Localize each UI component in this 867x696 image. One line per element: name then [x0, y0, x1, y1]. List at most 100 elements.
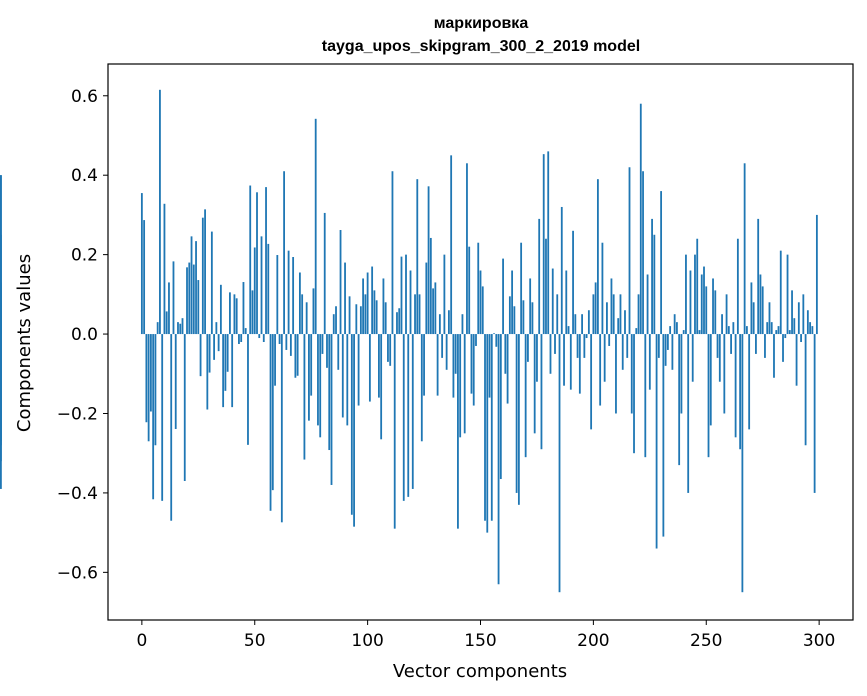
bar	[748, 334, 751, 430]
bar	[143, 220, 146, 335]
bar	[217, 334, 220, 352]
bar	[734, 334, 737, 438]
bar	[635, 328, 638, 335]
bar	[716, 334, 719, 358]
y-tick-label: 0.4	[71, 166, 98, 186]
bar	[432, 288, 434, 335]
bar	[741, 334, 744, 593]
bar	[802, 294, 805, 335]
bar	[190, 236, 193, 335]
bar	[581, 314, 583, 335]
bar	[411, 334, 414, 489]
bar	[531, 302, 534, 335]
bar	[560, 206, 563, 335]
bar	[707, 334, 710, 458]
bar	[238, 334, 240, 344]
x-tick-label: 150	[464, 631, 496, 651]
bar	[159, 89, 161, 335]
bar	[497, 334, 500, 585]
bar	[420, 334, 423, 442]
chart-subtitle: tayga_upos_skipgram_300_2_2019 model	[322, 38, 640, 55]
bar	[764, 334, 766, 358]
bar	[725, 294, 728, 335]
bar	[359, 306, 362, 335]
bar	[549, 334, 552, 374]
bars-group	[0, 89, 818, 593]
bar	[213, 334, 216, 360]
bar	[572, 230, 574, 335]
bar	[274, 334, 276, 386]
bar	[364, 294, 367, 335]
bar	[484, 334, 486, 521]
bar	[755, 334, 757, 354]
bar	[186, 267, 188, 335]
bar	[463, 334, 466, 434]
bar	[784, 334, 787, 339]
x-axis: 0 50 100 150 200 250 300	[136, 620, 835, 651]
bar	[703, 266, 705, 335]
bar	[578, 334, 581, 394]
bar	[750, 282, 753, 335]
bar	[603, 334, 606, 382]
bar	[396, 312, 398, 335]
bar	[797, 302, 800, 335]
bar	[565, 270, 568, 335]
bar	[298, 272, 301, 335]
bar	[664, 334, 667, 366]
bar	[163, 203, 166, 335]
bar	[745, 326, 748, 335]
bar	[788, 330, 791, 335]
y-tick-label: 0.0	[71, 325, 98, 345]
bar	[779, 250, 782, 335]
x-tick-label: 300	[803, 631, 835, 651]
bar	[522, 300, 525, 335]
bar	[348, 296, 351, 335]
bar	[414, 294, 416, 335]
bar	[662, 334, 665, 537]
bar	[269, 334, 272, 511]
bar	[337, 334, 340, 370]
bar	[339, 230, 342, 335]
bar	[289, 334, 292, 356]
bar	[443, 254, 446, 335]
bar	[149, 334, 152, 412]
bar	[285, 334, 288, 350]
bar	[262, 334, 265, 342]
bar	[705, 286, 708, 335]
bar	[594, 282, 597, 335]
bar	[558, 334, 561, 593]
chart-title: маркировка	[434, 15, 529, 32]
bar	[612, 294, 615, 335]
bar	[739, 334, 742, 450]
bar	[770, 322, 773, 335]
bar	[400, 256, 403, 335]
bar	[468, 246, 471, 335]
bar	[0, 175, 2, 335]
bar	[709, 334, 712, 426]
bar	[247, 334, 249, 445]
bar	[326, 334, 328, 368]
bar	[454, 334, 457, 374]
bar	[676, 322, 678, 335]
bar	[357, 334, 360, 406]
bar	[633, 334, 635, 454]
bar	[224, 334, 227, 391]
bar	[815, 214, 818, 335]
bar	[332, 314, 335, 335]
bar	[258, 334, 261, 339]
bar	[685, 254, 687, 335]
bar	[310, 334, 313, 396]
bar	[371, 266, 374, 335]
bar	[743, 163, 746, 335]
bar	[574, 314, 577, 335]
bar	[409, 270, 412, 335]
bar	[373, 290, 376, 335]
bar	[314, 118, 317, 335]
bar	[436, 334, 439, 396]
bar	[811, 326, 814, 335]
bar	[174, 334, 177, 429]
bar	[714, 290, 717, 335]
bar	[782, 334, 784, 362]
bar	[382, 278, 385, 335]
